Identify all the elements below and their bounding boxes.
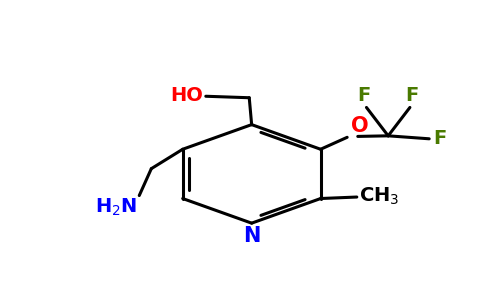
Text: O: O (351, 116, 369, 136)
Text: F: F (406, 86, 419, 105)
Text: H$_2$N: H$_2$N (94, 197, 137, 218)
Text: CH$_3$: CH$_3$ (359, 186, 400, 207)
Text: HO: HO (170, 86, 203, 105)
Text: F: F (433, 129, 446, 148)
Text: F: F (357, 86, 371, 105)
Text: N: N (243, 226, 260, 246)
